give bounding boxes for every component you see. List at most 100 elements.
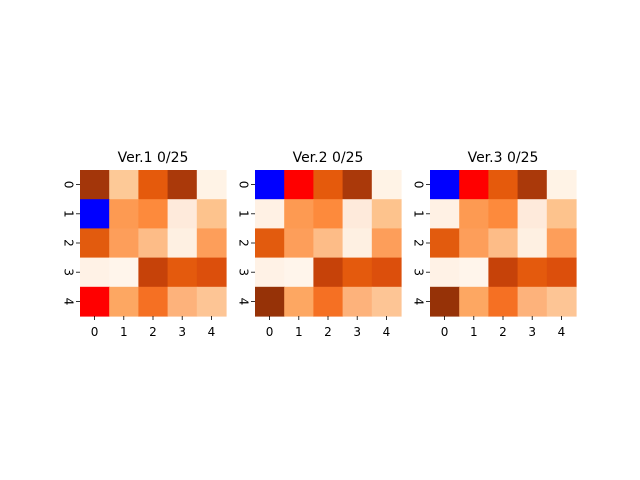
heatmap-cell-1-3	[167, 199, 198, 229]
heatmap-cell-3-3	[167, 257, 198, 288]
heatmap-cell-2-4	[371, 228, 402, 259]
heatmap-cell-4-0	[80, 286, 110, 317]
x-tick-label: 3	[353, 325, 361, 339]
heatmap-cell-4-2	[488, 286, 519, 317]
x-tick-label: 4	[383, 325, 391, 339]
heatmap-cell-0-0	[430, 170, 460, 200]
y-tick-label: 2	[412, 239, 426, 247]
y-tick-label: 3	[412, 268, 426, 276]
heatmap-cell-0-2	[488, 170, 519, 200]
heatmap-cell-2-0	[430, 228, 460, 259]
x-tick-label: 4	[558, 325, 566, 339]
heatmap-cell-0-0	[255, 170, 285, 200]
heatmap-cell-1-1	[459, 199, 489, 229]
heatmap-cell-1-3	[517, 199, 548, 229]
x-tick-label: 3	[528, 325, 536, 339]
heatmap-cell-3-0	[80, 257, 110, 288]
heatmap-cell-1-0	[80, 199, 110, 229]
heatmap-cell-1-4	[371, 199, 402, 229]
chart-title: Ver.2 0/25	[293, 150, 364, 166]
chart-title: Ver.3 0/25	[468, 150, 539, 166]
heatmap-cell-2-2	[313, 228, 344, 259]
x-tick-label: 0	[91, 325, 99, 339]
y-tick-label: 2	[237, 239, 251, 247]
heatmap-cell-2-0	[255, 228, 285, 259]
heatmap-cell-0-1	[109, 170, 139, 200]
heatmap-cell-4-0	[430, 286, 460, 317]
heatmap-cell-4-4	[546, 286, 577, 317]
heatmap-cell-4-1	[109, 286, 139, 317]
heatmap-cell-1-2	[313, 199, 344, 229]
heatmap-cell-4-3	[167, 286, 198, 317]
heatmap-cell-0-0	[80, 170, 110, 200]
heatmap-cell-1-0	[430, 199, 460, 229]
heatmap-cell-1-0	[255, 199, 285, 229]
heatmap-cell-0-4	[546, 170, 577, 200]
heatmap-cell-2-3	[167, 228, 198, 259]
heatmap-cell-2-2	[488, 228, 519, 259]
x-tick-label: 2	[499, 325, 507, 339]
heatmap-cell-4-0	[255, 286, 285, 317]
heatmap-cell-1-3	[342, 199, 373, 229]
heatmap-cell-1-1	[109, 199, 139, 229]
x-tick-label: 2	[324, 325, 332, 339]
x-tick-label: 0	[441, 325, 449, 339]
heatmap-cell-2-0	[80, 228, 110, 259]
heatmap-cell-4-2	[313, 286, 344, 317]
heatmap-cell-3-2	[313, 257, 344, 288]
x-tick-label: 1	[470, 325, 478, 339]
heatmap-cell-3-1	[459, 257, 489, 288]
heatmap-cell-3-0	[430, 257, 460, 288]
heatmap-cell-0-1	[284, 170, 314, 200]
heatmap-cell-4-3	[342, 286, 373, 317]
y-tick-label: 4	[62, 298, 76, 306]
heatmap-cell-3-0	[255, 257, 285, 288]
heatmap-cell-1-4	[196, 199, 227, 229]
heatmap-cell-0-2	[138, 170, 169, 200]
y-tick-label: 0	[237, 181, 251, 189]
y-tick-label: 3	[237, 268, 251, 276]
y-tick-label: 4	[237, 298, 251, 306]
heatmap-cell-0-2	[313, 170, 344, 200]
heatmap-cell-3-1	[284, 257, 314, 288]
heatmap-cell-0-3	[342, 170, 373, 200]
x-tick-label: 4	[208, 325, 216, 339]
y-tick-label: 1	[62, 210, 76, 218]
heatmap-cell-3-3	[342, 257, 373, 288]
heatmap-cell-2-4	[546, 228, 577, 259]
heatmap-cell-3-4	[546, 257, 577, 288]
y-tick-label: 0	[62, 181, 76, 189]
heatmap-cell-1-4	[546, 199, 577, 229]
y-tick-label: 3	[62, 268, 76, 276]
heatmap-cell-3-1	[109, 257, 139, 288]
heatmap-cell-1-2	[488, 199, 519, 229]
heatmap-cell-2-3	[517, 228, 548, 259]
heatmap-cell-2-1	[459, 228, 489, 259]
heatmap-cell-3-4	[371, 257, 402, 288]
heatmap-cell-0-4	[196, 170, 227, 200]
heatmap-cell-0-1	[459, 170, 489, 200]
x-tick-label: 3	[178, 325, 186, 339]
heatmap-cell-3-2	[138, 257, 169, 288]
heatmap-cell-0-3	[167, 170, 198, 200]
x-tick-label: 1	[120, 325, 128, 339]
heatmap-cell-3-2	[488, 257, 519, 288]
y-tick-label: 1	[412, 210, 426, 218]
heatmap-cell-1-2	[138, 199, 169, 229]
heatmap-cell-3-3	[517, 257, 548, 288]
heatmap-cell-4-1	[284, 286, 314, 317]
y-tick-label: 4	[412, 298, 426, 306]
heatmap-cell-2-2	[138, 228, 169, 259]
y-tick-label: 0	[412, 181, 426, 189]
heatmap-cell-4-4	[196, 286, 227, 317]
heatmap-cell-1-1	[284, 199, 314, 229]
heatmap-cell-4-1	[459, 286, 489, 317]
heatmap-cell-2-1	[109, 228, 139, 259]
heatmap-cell-2-3	[342, 228, 373, 259]
heatmap-cell-0-3	[517, 170, 548, 200]
x-tick-label: 2	[149, 325, 157, 339]
y-tick-label: 1	[237, 210, 251, 218]
chart-title: Ver.1 0/25	[118, 150, 189, 166]
heatmap-cell-0-4	[371, 170, 402, 200]
